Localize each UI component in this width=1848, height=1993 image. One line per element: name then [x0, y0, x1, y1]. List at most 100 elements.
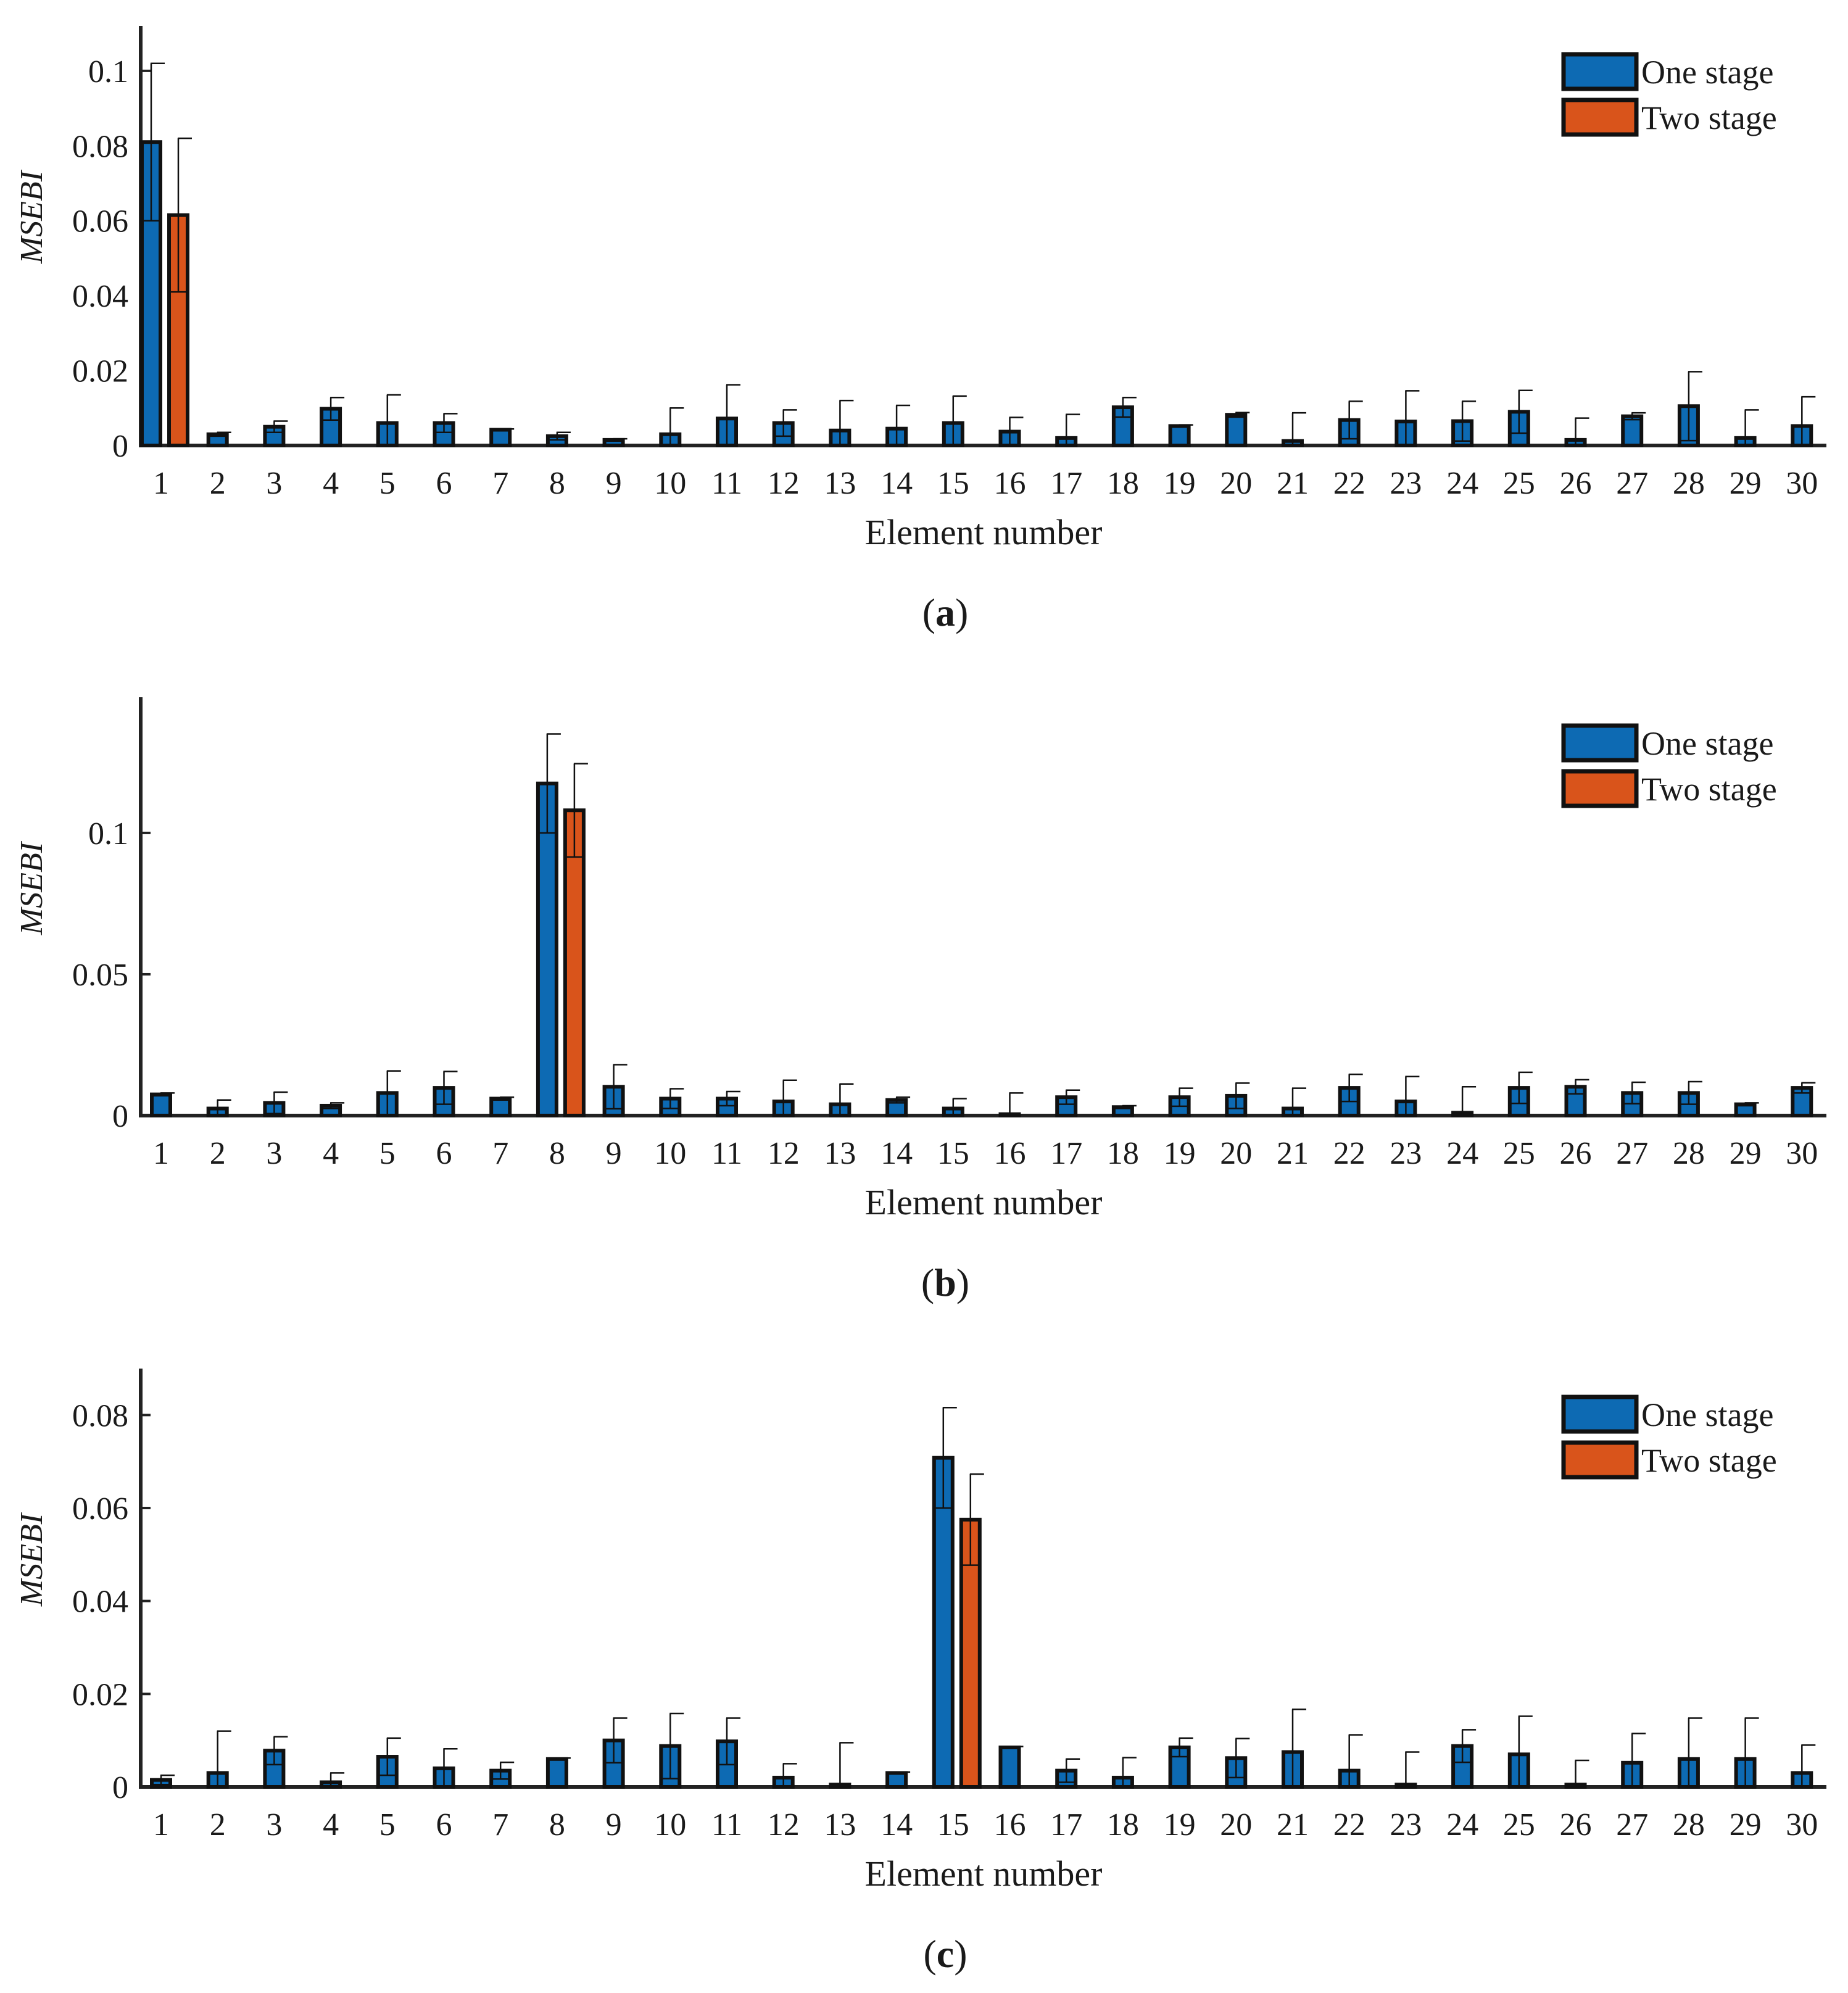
x-tick-label: 10	[654, 1807, 686, 1842]
y-axis-title: MSEBI	[14, 840, 49, 935]
y-tick-label: 0.06	[72, 204, 128, 239]
x-tick-label: 12	[768, 466, 800, 501]
x-tick-label: 17	[1050, 1807, 1082, 1842]
legend-swatch-one-stage	[1561, 1394, 1639, 1434]
x-tick-label: 1	[153, 1807, 169, 1842]
x-tick-label: 20	[1220, 1136, 1252, 1171]
bar-one-stage	[1168, 424, 1191, 448]
x-tick-label: 29	[1730, 466, 1762, 501]
x-tick-label: 28	[1673, 1807, 1705, 1842]
x-tick-label: 30	[1786, 1807, 1818, 1842]
x-tick-label: 28	[1673, 466, 1705, 501]
x-tick-label: 20	[1220, 1807, 1252, 1842]
caption-open-paren: (	[921, 1261, 934, 1304]
y-tick-label: 0.1	[88, 816, 128, 851]
x-tick-label: 6	[436, 466, 452, 501]
x-axis-title: Element number	[865, 512, 1103, 552]
x-tick-label: 7	[492, 1807, 508, 1842]
x-tick-label: 14	[880, 1136, 913, 1171]
x-tick-label: 12	[768, 1807, 800, 1842]
x-tick-label: 15	[937, 1807, 969, 1842]
x-tick-label: 4	[323, 1807, 339, 1842]
panel-caption: (c)	[923, 1932, 967, 1976]
caption-letter: a	[935, 590, 955, 634]
x-tick-label: 15	[937, 1136, 969, 1171]
x-tick-label: 30	[1786, 466, 1818, 501]
x-tick-label: 24	[1446, 466, 1478, 501]
y-tick-label: 0	[112, 429, 128, 464]
x-tick-label: 23	[1390, 1807, 1422, 1842]
x-tick-label: 22	[1333, 1807, 1365, 1842]
x-tick-label: 2	[210, 1807, 226, 1842]
x-tick-label: 27	[1616, 466, 1648, 501]
x-tick-label: 19	[1164, 1136, 1196, 1171]
y-tick-label: 0	[112, 1770, 128, 1805]
x-tick-label: 3	[266, 1807, 282, 1842]
x-tick-label: 9	[606, 1136, 622, 1171]
y-axis-title: MSEBI	[14, 169, 49, 264]
x-tick-label: 25	[1503, 466, 1535, 501]
x-tick-label: 10	[654, 466, 686, 501]
y-axis-title: MSEBI	[14, 1512, 49, 1607]
x-tick-label: 1	[153, 1136, 169, 1171]
x-tick-label: 26	[1560, 1807, 1592, 1842]
x-tick-label: 21	[1277, 1807, 1309, 1842]
x-tick-label: 6	[436, 1136, 452, 1171]
x-tick-label: 16	[994, 1807, 1026, 1842]
x-tick-label: 22	[1333, 1136, 1365, 1171]
x-tick-label: 4	[323, 466, 339, 501]
x-tick-label: 11	[711, 466, 742, 501]
x-tick-label: 9	[606, 466, 622, 501]
x-tick-label: 24	[1446, 1807, 1478, 1842]
bar-one-stage	[1225, 413, 1248, 448]
x-tick-label: 11	[711, 1807, 742, 1842]
x-tick-label: 17	[1050, 466, 1082, 501]
x-tick-label: 1	[153, 466, 169, 501]
legend-swatch-two-stage	[1561, 769, 1639, 808]
y-tick-label: 0.08	[72, 1398, 128, 1433]
chart-panel-a: 00.020.040.060.080.11 2 3 4 5 6 7 8 9 10 11 12 13 14 1…	[14, 26, 1826, 634]
bar-one-stage	[545, 1757, 568, 1789]
x-tick-label: 14	[880, 466, 913, 501]
x-tick-label: 26	[1560, 466, 1592, 501]
legend-label-two-stage: Two stage	[1641, 1442, 1777, 1479]
x-tick-label: 27	[1616, 1807, 1648, 1842]
legend-swatch-two-stage	[1561, 97, 1639, 137]
y-tick-label: 0.1	[88, 54, 128, 89]
x-tick-label: 7	[492, 466, 508, 501]
chart-panel-c: 00.020.040.060.081 2 3 4 5 6 7 8 9 10 11 12 13 14 15 16…	[14, 1369, 1826, 1976]
x-tick-label: 15	[937, 466, 969, 501]
bar-one-stage	[150, 1092, 172, 1117]
y-tick-label: 0.05	[72, 958, 128, 993]
legend-label-two-stage: Two stage	[1641, 99, 1777, 136]
x-tick-label: 23	[1390, 1136, 1422, 1171]
bar-one-stage	[1168, 1745, 1191, 1789]
bar-one-stage	[1621, 414, 1644, 448]
x-tick-label: 8	[549, 466, 565, 501]
legend-label-two-stage: Two stage	[1641, 771, 1777, 808]
x-tick-label: 25	[1503, 1136, 1535, 1171]
x-axis-title: Element number	[865, 1854, 1103, 1894]
y-tick-label: 0.08	[72, 129, 128, 164]
x-tick-label: 13	[824, 1807, 856, 1842]
x-tick-label: 2	[210, 1136, 226, 1171]
x-tick-label: 19	[1164, 466, 1196, 501]
x-tick-label: 25	[1503, 1807, 1535, 1842]
x-axis-title: Element number	[865, 1182, 1103, 1222]
x-tick-label: 22	[1333, 466, 1365, 501]
y-tick-label: 0.02	[72, 354, 128, 389]
x-tick-label: 23	[1390, 466, 1422, 501]
x-tick-label: 11	[711, 1136, 742, 1171]
x-tick-label: 13	[824, 466, 856, 501]
x-tick-label: 18	[1107, 1807, 1139, 1842]
x-tick-label: 8	[549, 1807, 565, 1842]
x-tick-label: 24	[1446, 1136, 1478, 1171]
caption-open-paren: (	[923, 1932, 936, 1976]
x-tick-label: 18	[1107, 1136, 1139, 1171]
x-tick-label: 7	[492, 1136, 508, 1171]
legend-label-one-stage: One stage	[1641, 725, 1773, 762]
y-tick-label: 0.02	[72, 1677, 128, 1712]
caption-letter: b	[934, 1261, 956, 1304]
x-tick-label: 26	[1560, 1136, 1592, 1171]
